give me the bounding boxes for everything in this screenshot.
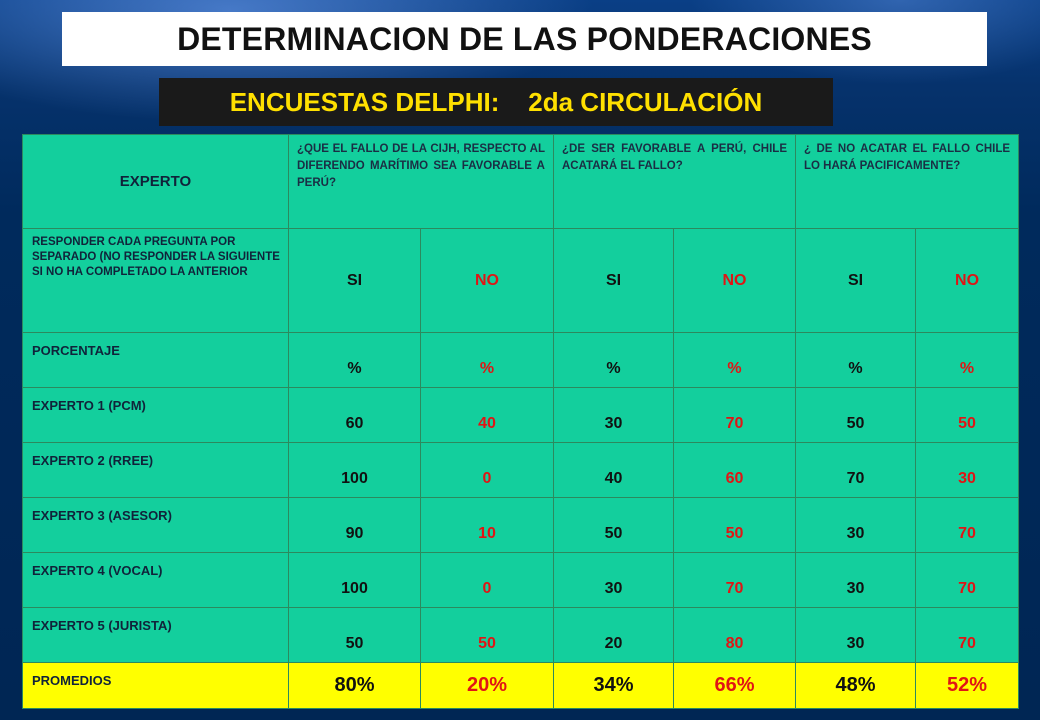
title-banner: DETERMINACION DE LAS PONDERACIONES (62, 12, 987, 66)
instruction-row: RESPONDER CADA PREGUNTA POR SEPARADO (NO… (22, 228, 1020, 333)
answer-no-q3: NO (915, 228, 1020, 333)
expert-label: EXPERTO 4 (VOCAL) (22, 552, 289, 608)
value-cell: 50 (795, 387, 917, 443)
header-row: EXPERTO ¿QUE EL FALLO DE LA CIJH, RESPEC… (22, 134, 1020, 229)
value-cell: 80 (672, 607, 797, 663)
averages-label: PROMEDIOS (22, 662, 289, 709)
expert-label: EXPERTO 2 (RREE) (22, 442, 289, 498)
value-cell: 50 (288, 607, 421, 663)
expert-row: EXPERTO 2 (RREE) 100 0 40 60 70 30 (22, 442, 1020, 498)
value-cell: 40 (420, 387, 554, 443)
average-cell: 34% (553, 662, 674, 709)
value-cell: 50 (672, 497, 797, 553)
value-cell: 100 (288, 552, 421, 608)
percent-row: PORCENTAJE % % % % % % (22, 332, 1020, 388)
answer-no-q1: NO (420, 228, 554, 333)
value-cell: 70 (915, 607, 1020, 663)
value-cell: 70 (795, 442, 917, 498)
answer-si-q3: SI (795, 228, 917, 333)
value-cell: 70 (915, 497, 1020, 553)
value-cell: 70 (915, 552, 1020, 608)
value-cell: 100 (288, 442, 421, 498)
expert-row: EXPERTO 1 (PCM) 60 40 30 70 50 50 (22, 387, 1020, 443)
percent-cell: % (795, 332, 917, 388)
value-cell: 20 (553, 607, 674, 663)
value-cell: 30 (553, 552, 674, 608)
value-cell: 0 (420, 442, 554, 498)
answer-si-q2: SI (553, 228, 674, 333)
value-cell: 60 (288, 387, 421, 443)
averages-row: PROMEDIOS 80% 20% 34% 66% 48% 52% (22, 662, 1020, 709)
average-cell: 80% (288, 662, 421, 709)
subtitle-banner: ENCUESTAS DELPHI: 2da CIRCULACIÓN (159, 78, 833, 126)
question-3: ¿ DE NO ACATAR EL FALLO CHILE LO HARÁ PA… (795, 134, 1020, 229)
value-cell: 30 (915, 442, 1020, 498)
value-cell: 30 (553, 387, 674, 443)
value-cell: 10 (420, 497, 554, 553)
percent-cell: % (672, 332, 797, 388)
page-title: DETERMINACION DE LAS PONDERACIONES (177, 20, 872, 57)
value-cell: 30 (795, 552, 917, 608)
expert-label: EXPERTO 1 (PCM) (22, 387, 289, 443)
expert-label: EXPERTO 3 (ASESOR) (22, 497, 289, 553)
percent-cell: % (420, 332, 554, 388)
value-cell: 0 (420, 552, 554, 608)
percent-cell: % (553, 332, 674, 388)
expert-column-header: EXPERTO (22, 134, 289, 229)
percent-label: PORCENTAJE (22, 332, 289, 388)
average-cell: 66% (672, 662, 797, 709)
value-cell: 30 (795, 497, 917, 553)
ponderaciones-table: EXPERTO ¿QUE EL FALLO DE LA CIJH, RESPEC… (22, 134, 1020, 709)
page-subtitle: ENCUESTAS DELPHI: 2da CIRCULACIÓN (229, 86, 763, 117)
value-cell: 50 (915, 387, 1020, 443)
answer-si-q1: SI (288, 228, 421, 333)
value-cell: 40 (553, 442, 674, 498)
question-1: ¿QUE EL FALLO DE LA CIJH, RESPECTO AL DI… (288, 134, 554, 229)
value-cell: 90 (288, 497, 421, 553)
expert-row: EXPERTO 5 (JURISTA) 50 50 20 80 30 70 (22, 607, 1020, 663)
value-cell: 60 (672, 442, 797, 498)
percent-cell: % (288, 332, 421, 388)
expert-row: EXPERTO 3 (ASESOR) 90 10 50 50 30 70 (22, 497, 1020, 553)
expert-row: EXPERTO 4 (VOCAL) 100 0 30 70 30 70 (22, 552, 1020, 608)
answer-no-q2: NO (672, 228, 797, 333)
percent-cell: % (915, 332, 1020, 388)
value-cell: 70 (672, 387, 797, 443)
average-cell: 20% (420, 662, 554, 709)
average-cell: 52% (915, 662, 1020, 709)
value-cell: 50 (420, 607, 554, 663)
value-cell: 50 (553, 497, 674, 553)
value-cell: 30 (795, 607, 917, 663)
instruction-label: RESPONDER CADA PREGUNTA POR SEPARADO (NO… (22, 228, 289, 333)
expert-label: EXPERTO 5 (JURISTA) (22, 607, 289, 663)
average-cell: 48% (795, 662, 917, 709)
question-2: ¿DE SER FAVORABLE A PERÚ, CHILE ACATARÁ … (552, 134, 797, 229)
value-cell: 70 (672, 552, 797, 608)
